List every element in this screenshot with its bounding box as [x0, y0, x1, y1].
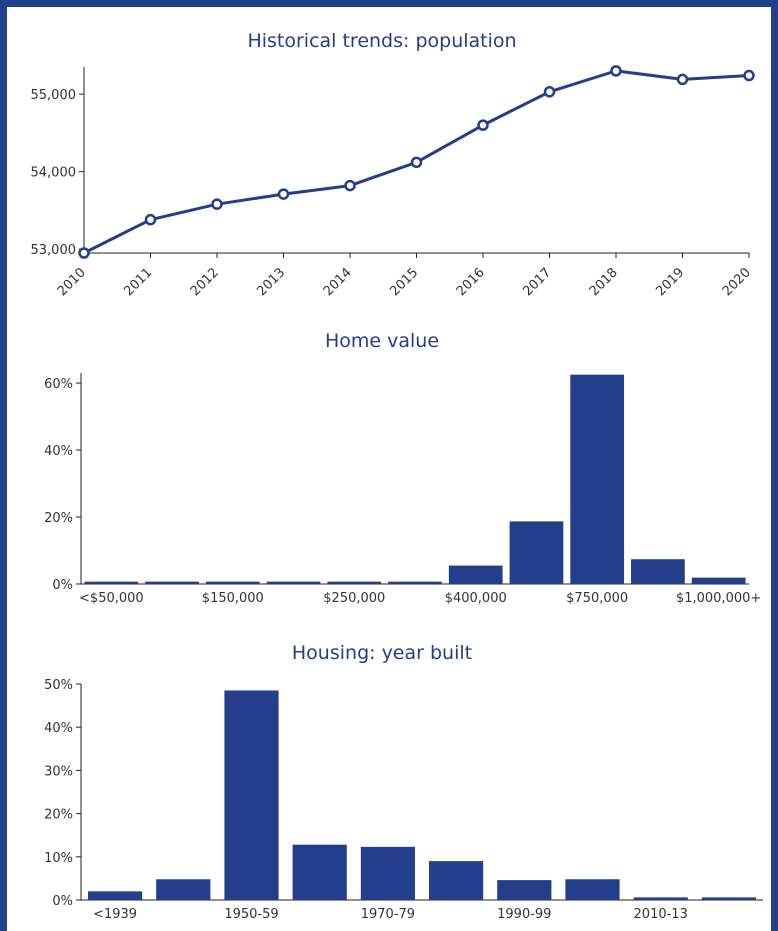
- data-point: [144, 213, 157, 226]
- bar: [156, 879, 211, 900]
- x-tick-label: <$50,000: [79, 591, 144, 606]
- x-tick-label: 1950-59: [224, 907, 278, 922]
- x-tick-label: 2015: [387, 265, 421, 299]
- y-tick-label: 50%: [44, 678, 73, 693]
- x-tick-label: 2010-13: [634, 907, 688, 922]
- data-point: [477, 119, 489, 131]
- y-tick-label: 10%: [44, 851, 73, 866]
- x-tick-label: 2012: [188, 265, 222, 299]
- y-tick-label: 20%: [44, 511, 73, 526]
- x-tick-label: 2017: [520, 265, 554, 299]
- bar: [701, 897, 756, 900]
- charts-panel: Historical trends: population 53,000 54,0…: [7, 7, 771, 931]
- x-tick-label: 2020: [720, 265, 754, 299]
- chart-title: Historical trends: population: [247, 30, 516, 52]
- bar: [509, 521, 564, 584]
- bar: [633, 897, 688, 900]
- x-tick-label: $400,000: [445, 591, 507, 606]
- data-point: [743, 69, 755, 82]
- data-point: [543, 86, 556, 98]
- data-point: [277, 188, 290, 200]
- y-tick-label: 40%: [44, 721, 73, 736]
- bar: [292, 844, 347, 900]
- data-point: [610, 65, 622, 77]
- bar: [360, 846, 415, 900]
- bar: [88, 891, 143, 900]
- bar: [691, 577, 746, 584]
- bar: [497, 880, 552, 900]
- chart-title: Home value: [325, 330, 439, 352]
- x-tick-label: $250,000: [323, 591, 385, 606]
- y-tick-label: 40%: [44, 444, 73, 459]
- charts-svg: Historical trends: population 53,000 54,0…: [31, 30, 763, 922]
- bar: [266, 581, 321, 584]
- x-tick-label: 2014: [321, 265, 355, 299]
- bar: [631, 559, 685, 584]
- y-tick-label: 20%: [44, 808, 73, 823]
- home-value-chart: Home value 0% 20% 40% 60% <$50,000 $150,000 $2…: [44, 330, 761, 606]
- y-tick-label: 30%: [44, 764, 73, 779]
- x-tick-label: $1,000,000+: [676, 591, 761, 606]
- bar: [448, 565, 503, 584]
- chart-title: Housing: year built: [292, 642, 472, 664]
- data-point: [211, 198, 223, 210]
- bar: [224, 690, 279, 900]
- population-chart: Historical trends: population 53,000 54,0…: [31, 30, 755, 299]
- bar: [565, 879, 620, 900]
- y-tick-label: 53,000: [31, 243, 77, 258]
- bar: [327, 581, 382, 584]
- y-tick-label: 0%: [52, 894, 73, 909]
- bar: [205, 581, 260, 584]
- x-tick-label: 2013: [254, 265, 288, 299]
- x-tick-label: 2016: [454, 265, 488, 299]
- x-tick-label: 2011: [121, 265, 155, 299]
- x-tick-label: 1970-79: [361, 907, 415, 922]
- bar: [388, 581, 442, 584]
- y-tick-label: 60%: [44, 377, 73, 392]
- x-tick-label: $750,000: [566, 591, 628, 606]
- x-tick-label: 2019: [653, 265, 687, 299]
- y-tick-label: 55,000: [31, 88, 77, 103]
- bar: [145, 581, 199, 584]
- x-tick-label: <1939: [93, 907, 137, 922]
- x-tick-label: 2018: [587, 265, 621, 299]
- data-point: [78, 247, 90, 259]
- year-built-chart: Housing: year built 0% 10% 20% 30% 40% 50% <19…: [44, 642, 763, 922]
- x-tick-label: 2010: [55, 265, 89, 299]
- x-tick-label: 1990-99: [497, 907, 551, 922]
- y-tick-label: 0%: [52, 578, 73, 593]
- data-point: [344, 179, 356, 192]
- bar: [429, 861, 484, 900]
- bar: [570, 374, 625, 584]
- y-tick-label: 54,000: [31, 166, 77, 181]
- x-tick-label: $150,000: [202, 591, 264, 606]
- data-point: [410, 156, 423, 169]
- bar: [84, 581, 139, 584]
- data-point: [676, 73, 689, 86]
